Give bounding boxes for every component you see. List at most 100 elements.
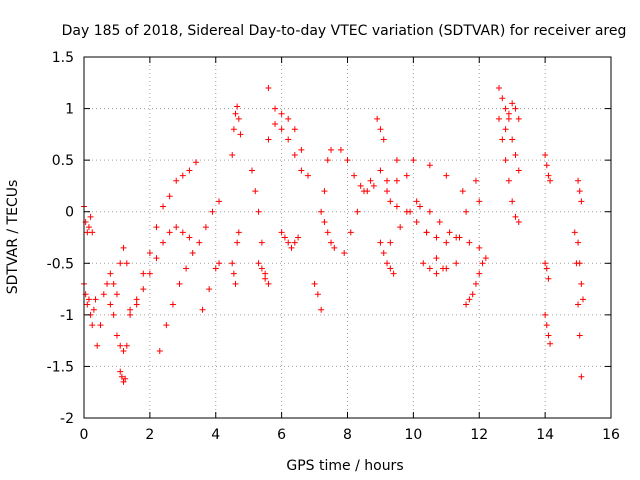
data-point (463, 208, 470, 215)
data-point (94, 342, 101, 349)
data-point (110, 311, 117, 318)
data-point (380, 249, 387, 256)
data-point (576, 260, 583, 267)
data-point (117, 260, 124, 267)
data-point (291, 126, 298, 133)
data-point (512, 105, 519, 112)
data-point (575, 301, 582, 308)
data-point (384, 260, 391, 267)
data-point (576, 332, 583, 339)
data-point (351, 172, 358, 179)
data-point (120, 244, 127, 251)
series-arc-ae (502, 100, 522, 133)
data-point (100, 291, 107, 298)
data-point (440, 265, 447, 272)
data-point (265, 136, 272, 143)
data-point (543, 265, 550, 272)
data-point (298, 146, 305, 153)
data-point (337, 146, 344, 153)
data-point (110, 280, 117, 287)
data-point (374, 115, 381, 122)
data-point (120, 378, 127, 385)
series-arc-p (278, 229, 302, 251)
data-point (117, 342, 124, 349)
y-tick-label: 1.5 (52, 50, 74, 66)
data-point (571, 229, 578, 236)
data-point (466, 239, 473, 246)
data-point (377, 239, 384, 246)
data-point (367, 177, 374, 184)
data-point (140, 270, 147, 277)
data-point (502, 157, 509, 164)
y-tick-label: -1.5 (47, 359, 74, 375)
series-arc-ab (463, 255, 489, 308)
data-point (97, 322, 104, 329)
series-arc-z (393, 177, 479, 246)
data-point (127, 306, 134, 313)
data-point (291, 239, 298, 246)
x-tick-label: 2 (145, 427, 154, 443)
data-point (321, 219, 328, 226)
data-point (443, 172, 450, 179)
x-tick-label: 6 (277, 427, 286, 443)
data-point (476, 198, 483, 205)
series-arc-g (127, 224, 193, 313)
data-point (575, 177, 582, 184)
points (81, 84, 587, 385)
series-arc-k (229, 229, 242, 287)
data-point (512, 213, 519, 220)
data-point (252, 188, 259, 195)
y-tick-label: 0 (65, 205, 74, 221)
data-point (578, 198, 585, 205)
data-point (118, 373, 125, 380)
series-arc-aj (575, 177, 585, 205)
data-point (206, 286, 213, 293)
series-arc-w (377, 157, 483, 205)
data-point (304, 172, 311, 179)
data-point (370, 182, 377, 189)
data-point (410, 157, 417, 164)
x-tick-label: 14 (536, 427, 554, 443)
data-point (469, 291, 476, 298)
data-point (163, 322, 170, 329)
data-point (113, 332, 120, 339)
data-point (426, 208, 433, 215)
data-point (354, 208, 361, 215)
series-arc-f (127, 159, 199, 318)
data-point (123, 260, 130, 267)
data-point (229, 151, 236, 158)
data-point (235, 229, 242, 236)
data-point (120, 347, 127, 354)
y-tick-label: -1 (60, 308, 74, 324)
data-point (380, 136, 387, 143)
data-point (117, 368, 124, 375)
data-point (272, 105, 279, 112)
data-point (515, 219, 522, 226)
data-point (209, 208, 216, 215)
data-point (318, 208, 325, 215)
data-point (113, 291, 120, 298)
data-point (324, 157, 331, 164)
series-arc-ak (575, 239, 587, 303)
data-point (542, 260, 549, 267)
data-point (127, 311, 134, 318)
data-point (166, 229, 173, 236)
data-point (258, 265, 265, 272)
data-point (384, 177, 391, 184)
series-arc-y (387, 203, 483, 251)
data-point (426, 162, 433, 169)
x-tick-label: 4 (211, 427, 220, 443)
data-point (502, 105, 509, 112)
data-point (463, 301, 470, 308)
x-ticks: 0 2 4 6 8 10 12 14 16 (80, 57, 620, 443)
y-tick-label: 0.5 (52, 153, 74, 169)
data-point (285, 136, 292, 143)
data-point (89, 229, 96, 236)
data-point (146, 249, 153, 256)
data-point (377, 167, 384, 174)
data-point (265, 84, 272, 91)
data-point (169, 301, 176, 308)
data-point (186, 234, 193, 241)
series-arc-v (377, 239, 397, 277)
